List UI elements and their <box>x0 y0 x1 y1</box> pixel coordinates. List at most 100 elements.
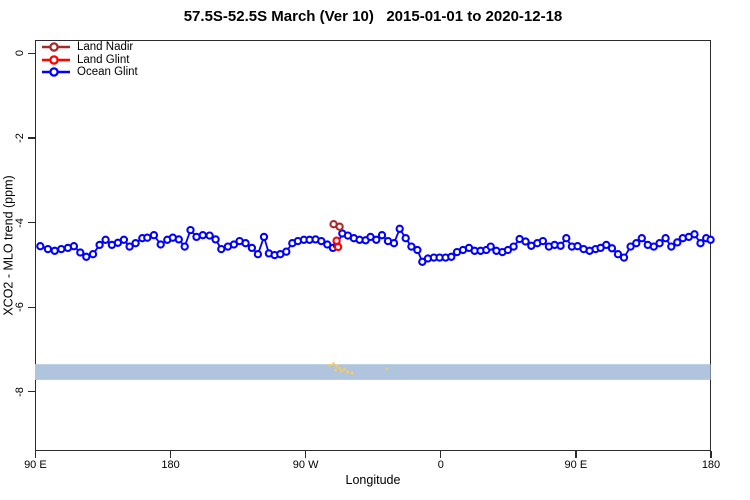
data-point <box>613 249 623 258</box>
legend-item-ocean-glint: Ocean Glint <box>42 66 138 79</box>
data-point <box>43 244 52 253</box>
data-point <box>198 230 207 239</box>
data-point <box>82 252 91 261</box>
flagged-point <box>338 366 341 369</box>
x-tick-mark <box>575 451 577 458</box>
data-point <box>149 230 158 239</box>
data-point <box>205 230 214 240</box>
flagged-point <box>334 368 337 371</box>
data-point <box>407 241 416 251</box>
data-point <box>503 245 512 254</box>
plot-box <box>34 40 715 451</box>
data-point <box>556 241 565 250</box>
x-tick-label: 90 W <box>292 459 319 471</box>
flagged-point <box>343 367 346 370</box>
flagged-points <box>328 361 388 374</box>
flagged-point <box>328 363 331 366</box>
data-point <box>119 235 128 244</box>
data-point <box>241 238 250 247</box>
data-point <box>333 242 343 251</box>
series-land-nadir <box>329 219 344 231</box>
y-tick-label: -2 <box>14 133 26 143</box>
data-point <box>95 240 104 249</box>
data-point <box>538 236 547 245</box>
x-tick-mark <box>440 451 442 458</box>
data-point <box>372 235 381 244</box>
data-point <box>259 232 269 241</box>
plot-canvas <box>34 219 715 380</box>
legend-marker-icon <box>42 67 70 77</box>
data-point <box>661 233 670 242</box>
y-tick-mark <box>28 391 36 393</box>
data-point <box>619 252 629 262</box>
legend-marker-icon <box>42 42 70 52</box>
data-point <box>562 233 571 242</box>
data-point <box>180 241 189 251</box>
x-tick-label: 90 E <box>564 459 588 471</box>
series-ocean-glint <box>36 224 715 266</box>
data-point <box>602 240 611 249</box>
data-point <box>607 243 617 252</box>
data-point <box>486 241 495 251</box>
data-point <box>335 222 344 231</box>
legend-item-land-nadir: Land Nadir <box>42 41 138 54</box>
data-point <box>69 241 78 250</box>
data-point <box>632 238 641 247</box>
data-point <box>247 243 256 252</box>
legend-label: Land Glint <box>77 53 130 66</box>
x-tick-label: 90 E <box>24 459 47 471</box>
data-point <box>88 249 98 258</box>
data-point <box>509 241 518 251</box>
data-point <box>101 235 110 244</box>
x-tick-mark <box>169 451 172 458</box>
data-point <box>637 233 646 242</box>
data-point <box>377 230 387 239</box>
x-tick-mark <box>710 451 712 458</box>
data-point <box>192 232 201 241</box>
flagged-point <box>385 367 388 370</box>
data-point <box>395 224 404 233</box>
data-point <box>125 241 134 251</box>
data-point <box>690 229 699 238</box>
data-point <box>113 238 122 247</box>
data-point <box>229 239 238 249</box>
y-tick-label: -6 <box>14 302 26 312</box>
data-point <box>696 238 705 247</box>
x-tick-label: 0 <box>437 459 444 471</box>
data-point <box>143 233 152 242</box>
series-land-glint <box>332 236 343 251</box>
flagged-point <box>346 370 349 373</box>
data-point <box>389 238 399 247</box>
chart-title: 57.5S-52.5S March (Ver 10) 2015-01-01 to… <box>183 8 563 25</box>
y-tick-mark <box>28 306 36 308</box>
data-point <box>413 245 422 254</box>
y-tick-label: -8 <box>14 386 26 397</box>
data-point <box>282 247 291 256</box>
data-point <box>673 237 682 247</box>
x-tick-mark <box>34 451 37 458</box>
y-tick-mark <box>28 52 36 54</box>
data-point <box>649 241 658 251</box>
reference-band <box>34 363 711 380</box>
data-point <box>447 252 456 261</box>
data-point <box>131 238 140 247</box>
flagged-point <box>335 364 338 367</box>
data-point <box>186 225 195 234</box>
data-point <box>323 239 332 249</box>
data-point <box>626 241 635 251</box>
data-point <box>57 244 66 253</box>
x-tick-label: 180 <box>701 459 721 471</box>
data-point <box>156 239 165 249</box>
legend-item-land-glint: Land Glint <box>42 54 138 67</box>
data-point <box>706 235 715 244</box>
data-point <box>36 241 45 250</box>
legend-label: Land Nadir <box>77 41 134 54</box>
x-axis-title: Longitude <box>345 473 401 487</box>
data-point <box>253 249 262 258</box>
data-point <box>174 234 183 244</box>
x-tick-mark <box>305 451 307 458</box>
data-point <box>667 241 676 251</box>
data-point <box>401 233 410 242</box>
data-point <box>211 234 220 244</box>
